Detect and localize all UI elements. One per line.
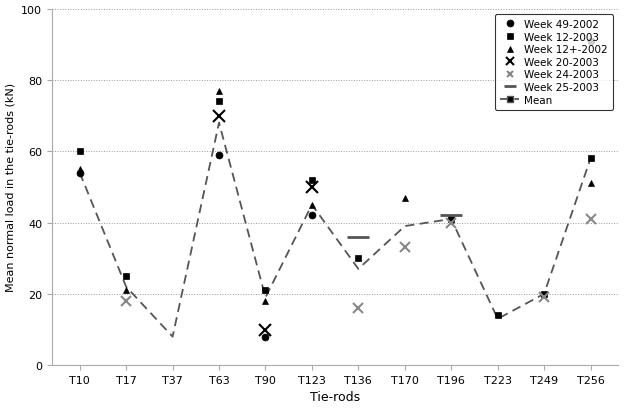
Y-axis label: Mean normal load in the tie-rods (kN): Mean normal load in the tie-rods (kN) <box>6 83 16 292</box>
X-axis label: Tie-rods: Tie-rods <box>310 391 360 403</box>
Legend: Week 49-2002, Week 12-2003, Week 12+-2002, Week 20-2003, Week 24-2003, Week 25-2: Week 49-2002, Week 12-2003, Week 12+-200… <box>495 15 613 110</box>
